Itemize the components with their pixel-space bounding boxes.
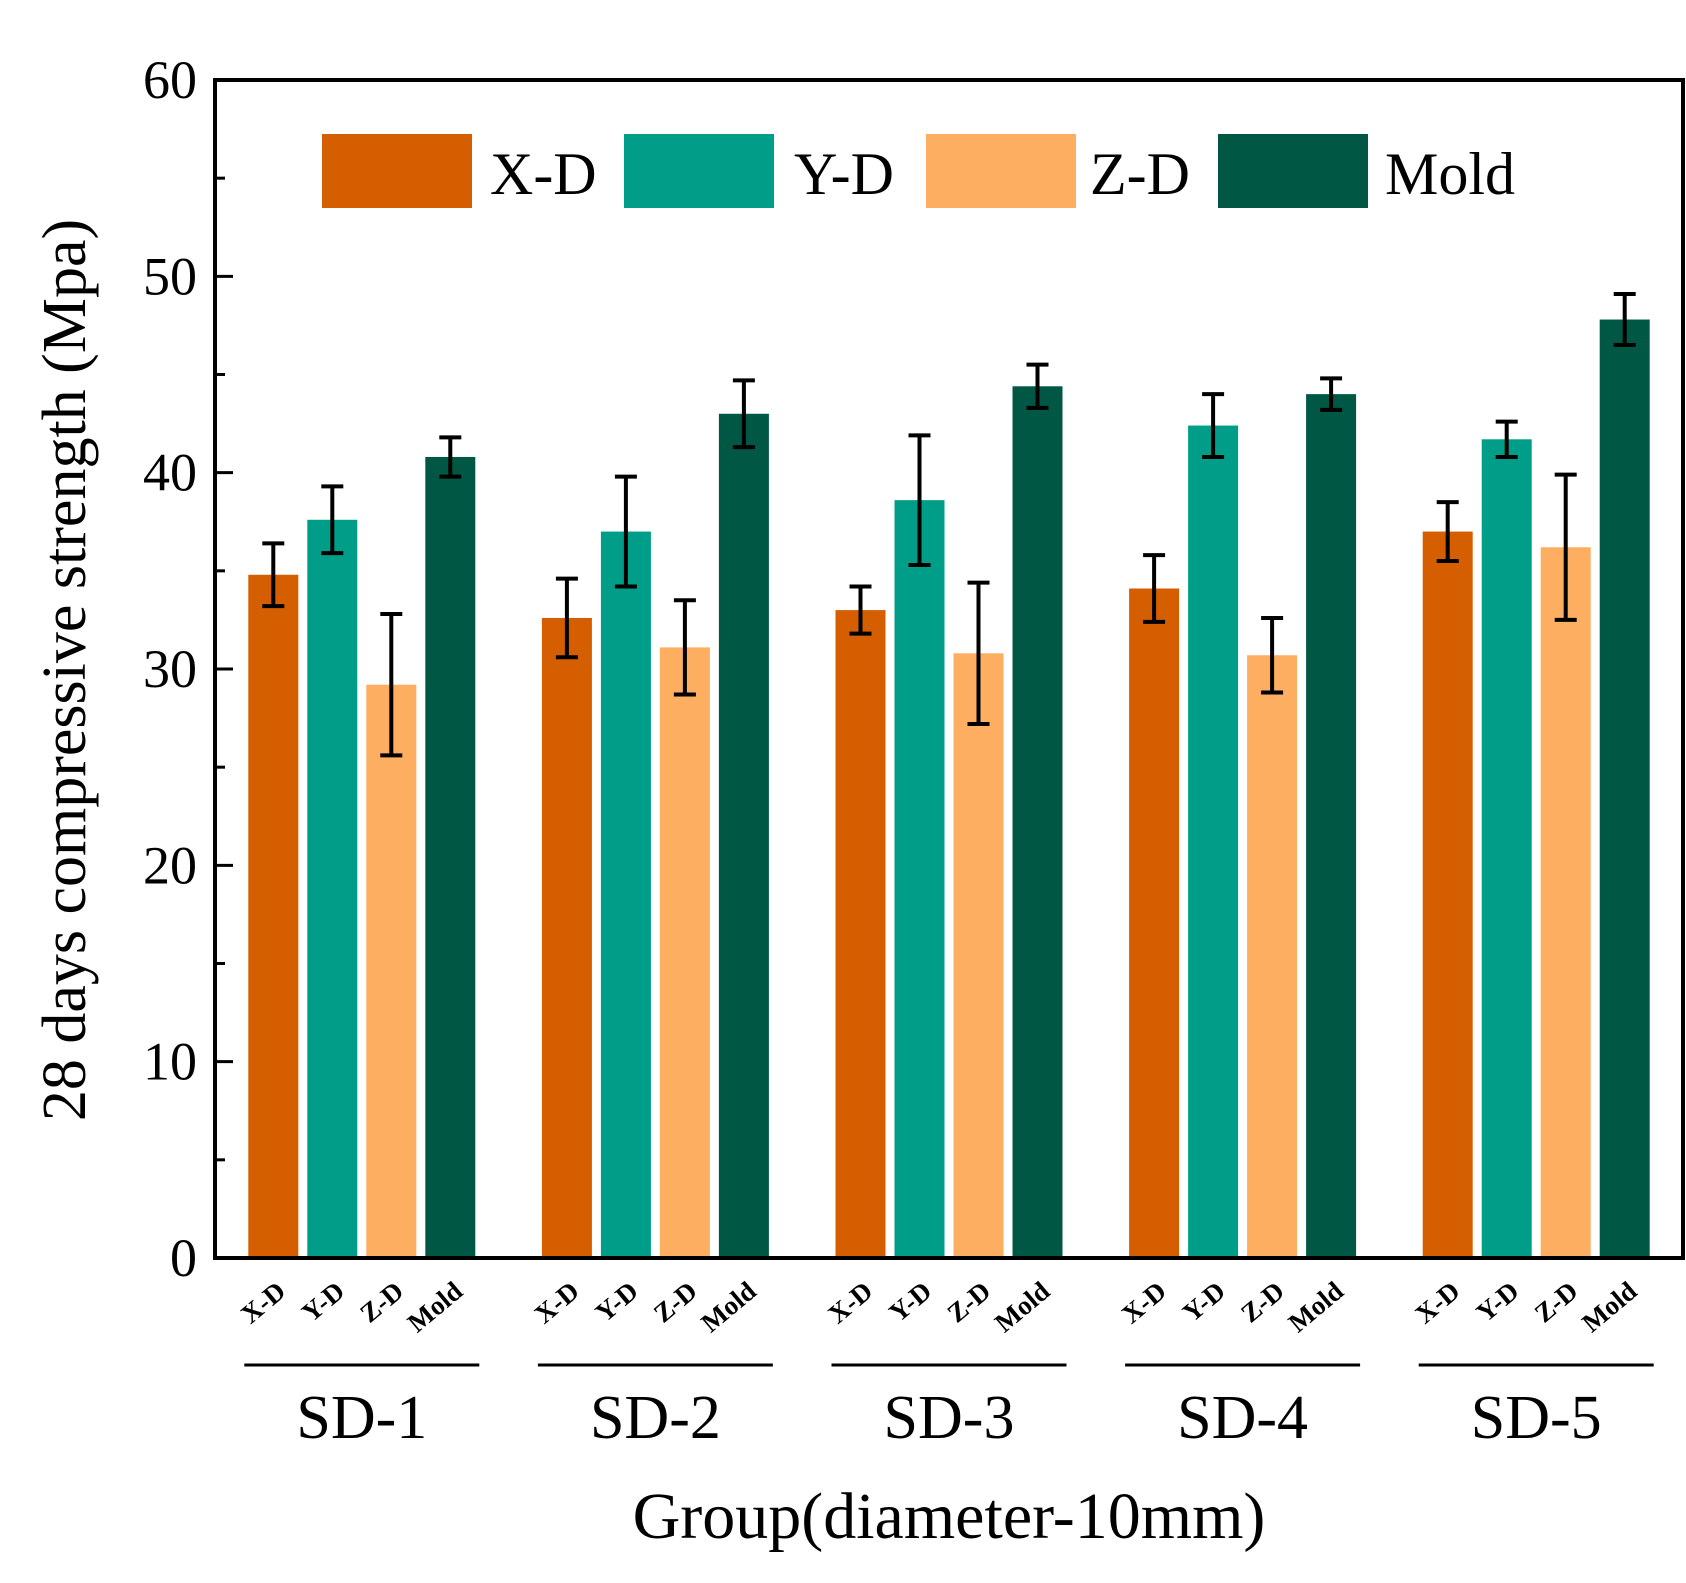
bar-z-d-sd-1 [366, 684, 417, 1258]
x-sub-label: Mold [402, 1276, 468, 1339]
x-sub-label: Z-D [941, 1276, 996, 1329]
x-sub-label: Z-D [648, 1276, 703, 1329]
bar-y-d-sd-4 [1188, 425, 1239, 1259]
group-label: SD-3 [884, 1384, 1015, 1452]
x-sub-label: X-D [235, 1276, 291, 1330]
bar-mold-sd-5 [1599, 319, 1650, 1258]
bar-z-d-sd-2 [659, 647, 710, 1258]
y-tick-label: 50 [143, 246, 197, 306]
bar-x-d-sd-2 [541, 617, 592, 1258]
bar-x-d-sd-4 [1129, 588, 1180, 1258]
legend-label: Mold [1385, 141, 1515, 207]
bar-z-d-sd-5 [1540, 547, 1591, 1258]
group-label: SD-4 [1177, 1384, 1308, 1452]
x-sub-label: Mold [695, 1276, 761, 1339]
legend-swatch-y-d [624, 134, 774, 208]
x-sub-label: Z-D [1529, 1276, 1584, 1329]
bar-x-d-sd-1 [248, 574, 299, 1258]
group-label: SD-1 [296, 1384, 427, 1452]
x-sub-label: Y-D [883, 1276, 937, 1328]
x-sub-label: X-D [822, 1276, 878, 1330]
x-sub-label: Mold [1283, 1276, 1349, 1339]
y-tick-label: 30 [143, 639, 197, 699]
x-sub-label: Y-D [590, 1276, 644, 1328]
x-axis-title: Group(diameter-10mm) [633, 1480, 1266, 1553]
y-tick-label: 40 [143, 443, 197, 503]
y-axis-title: 28 days compressive strength (Mpa) [31, 219, 99, 1121]
x-sub-label: Z-D [354, 1276, 409, 1329]
legend-swatch-mold [1218, 134, 1368, 208]
x-sub-label: Y-D [1177, 1276, 1231, 1328]
y-tick-label: 10 [143, 1032, 197, 1092]
legend-swatch-z-d [926, 134, 1076, 208]
bar-y-d-sd-2 [600, 531, 651, 1258]
x-sub-label: Mold [989, 1276, 1055, 1339]
legend-label: Z-D [1090, 141, 1190, 207]
bar-mold-sd-3 [1012, 386, 1063, 1258]
legend-label: X-D [490, 141, 597, 207]
x-sub-label: Z-D [1235, 1276, 1290, 1329]
x-sub-label: X-D [1410, 1276, 1466, 1330]
bar-y-d-sd-5 [1481, 439, 1532, 1258]
bar-y-d-sd-3 [894, 500, 945, 1258]
y-tick-label: 20 [143, 835, 197, 895]
legend-swatch-x-d [322, 134, 472, 208]
x-sub-label: Y-D [296, 1276, 350, 1328]
legend-label: Y-D [794, 141, 894, 207]
bar-y-d-sd-1 [307, 519, 358, 1258]
x-sub-label: Y-D [1470, 1276, 1524, 1328]
bar-mold-sd-1 [425, 456, 476, 1259]
bar-z-d-sd-3 [953, 653, 1004, 1258]
bar-x-d-sd-3 [835, 610, 886, 1258]
group-label: SD-2 [590, 1384, 721, 1452]
bar-z-d-sd-4 [1247, 655, 1298, 1258]
bar-mold-sd-2 [718, 413, 769, 1258]
group-label: SD-5 [1471, 1384, 1602, 1452]
x-sub-label: Mold [1576, 1276, 1642, 1339]
bar-x-d-sd-5 [1422, 531, 1473, 1258]
bar-mold-sd-4 [1306, 394, 1357, 1259]
x-sub-label: X-D [1116, 1276, 1172, 1330]
y-tick-label: 60 [143, 50, 197, 110]
x-sub-label: X-D [529, 1276, 585, 1330]
y-tick-label: 0 [170, 1228, 197, 1288]
